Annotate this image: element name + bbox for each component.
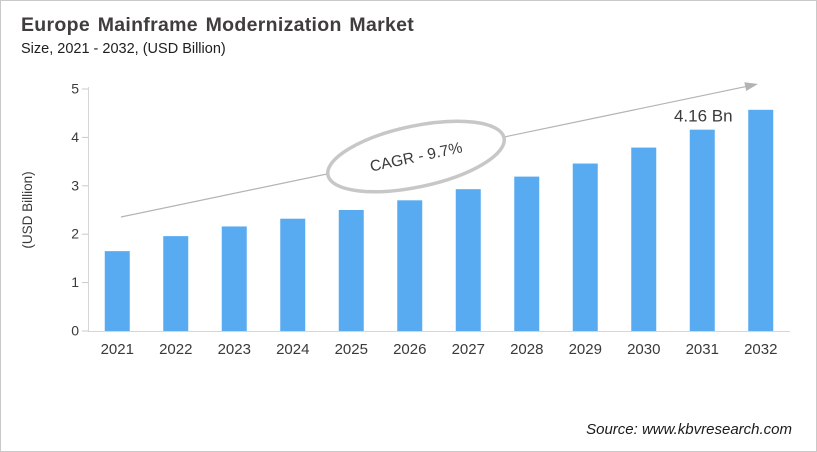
y-axis-tick-label: 3 bbox=[71, 177, 79, 193]
chart-subtitle: Size, 2021 - 2032, (USD Billion) bbox=[21, 41, 226, 57]
source-text: Source: www.kbvresearch.com bbox=[586, 421, 792, 438]
x-axis-label-2022: 2022 bbox=[159, 341, 192, 358]
y-axis-title: (USD Billion) bbox=[20, 171, 35, 248]
x-axis-label-2027: 2027 bbox=[452, 341, 485, 358]
x-axis-label-2028: 2028 bbox=[510, 341, 543, 358]
bar-2024 bbox=[280, 218, 306, 331]
cagr-callout: CAGR - 9.7% bbox=[325, 119, 507, 194]
trend-arrow-head-icon bbox=[744, 82, 758, 92]
bar-2025 bbox=[338, 210, 364, 331]
y-axis-tick-label: 1 bbox=[71, 274, 79, 290]
bar-2026 bbox=[397, 200, 423, 331]
bar-2023 bbox=[221, 226, 247, 331]
x-axis-label-2023: 2023 bbox=[218, 341, 251, 358]
bar-2031 bbox=[689, 129, 715, 331]
bar-2032 bbox=[748, 109, 774, 331]
y-axis-tick-label: 2 bbox=[71, 226, 79, 242]
y-axis-tick-label: 4 bbox=[71, 129, 79, 145]
y-axis-tick-label: 5 bbox=[71, 81, 79, 97]
bar-2022 bbox=[163, 236, 189, 331]
point-data-label: 4.16 Bn bbox=[674, 107, 733, 126]
cagr-ellipse bbox=[325, 119, 507, 194]
bar-2029 bbox=[572, 163, 598, 331]
x-axis-label-2025: 2025 bbox=[335, 341, 368, 358]
y-axis-tick-label: 0 bbox=[71, 323, 79, 339]
bar-2030 bbox=[631, 147, 657, 331]
x-axis-label-2030: 2030 bbox=[627, 341, 660, 358]
chart-title: Europe Mainframe Modernization Market bbox=[21, 14, 415, 36]
x-axis-label-2026: 2026 bbox=[393, 341, 426, 358]
x-axis-label-2032: 2032 bbox=[744, 341, 777, 358]
x-axis-label-2021: 2021 bbox=[101, 341, 134, 358]
bar-2021 bbox=[104, 251, 130, 331]
bar-2028 bbox=[514, 176, 540, 331]
chart-header: Europe Mainframe Modernization Market Si… bbox=[21, 14, 414, 57]
x-axis-label-2029: 2029 bbox=[569, 341, 602, 358]
x-axis-label-2024: 2024 bbox=[276, 341, 309, 358]
bar-2027 bbox=[455, 189, 481, 331]
x-axis-label-2031: 2031 bbox=[686, 341, 719, 358]
